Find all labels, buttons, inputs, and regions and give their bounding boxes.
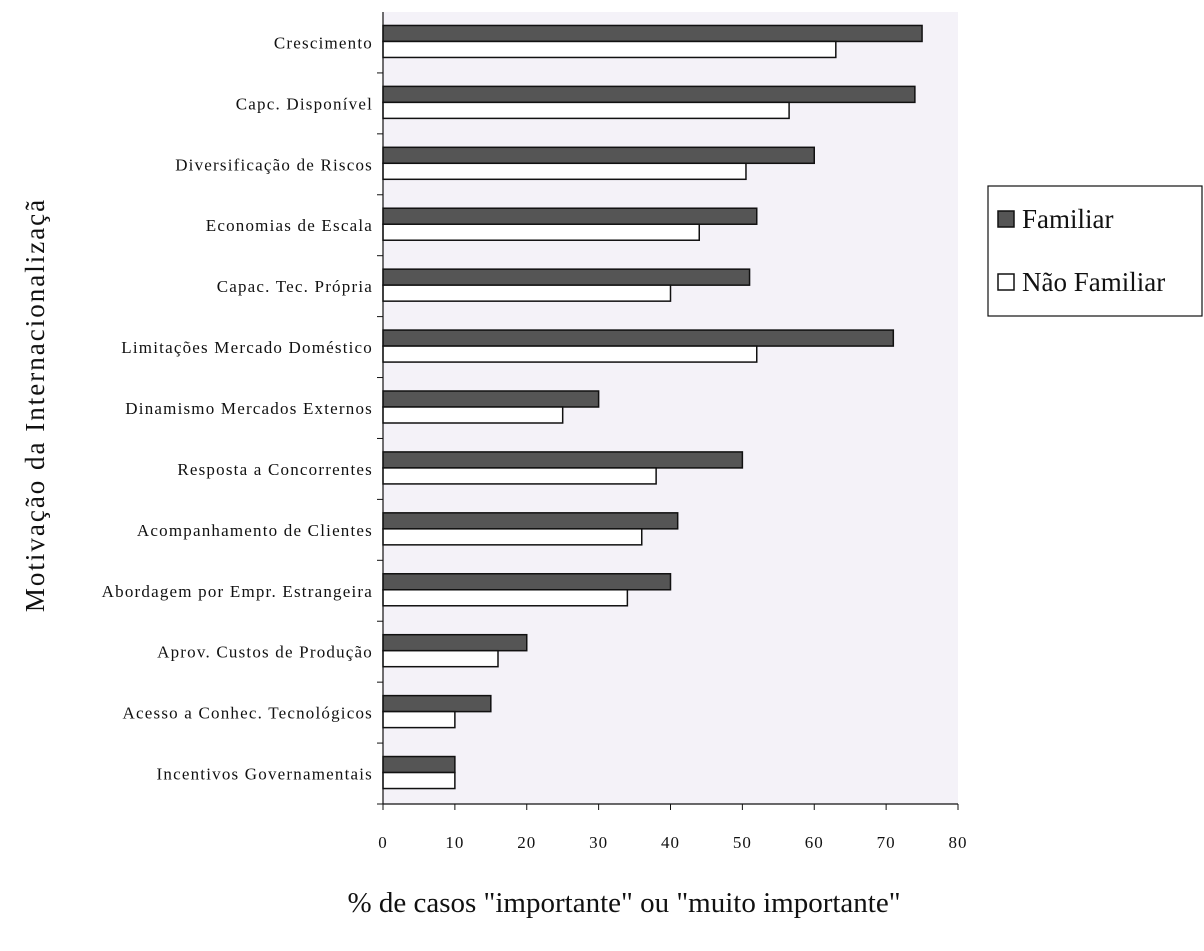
x-tick-label-80: 80 bbox=[949, 833, 968, 852]
bar-familiar-crescimento bbox=[382, 24, 923, 43]
category-label-dinamismo-mercados-externos: Dinamismo Mercados Externos bbox=[125, 399, 373, 418]
bar-familiar-acesso-a-conhec-tecnologicos bbox=[382, 694, 492, 713]
bar-familiar-acompanhamento-de-clientes bbox=[382, 512, 679, 530]
bar-familiar-economias-de-escala bbox=[382, 207, 758, 225]
x-tick-label-30: 30 bbox=[589, 833, 608, 852]
category-label-limitacoes-mercado-domestico: Limitações Mercado Doméstico bbox=[121, 338, 373, 357]
legend-label-nao-familiar: Não Familiar bbox=[1022, 267, 1165, 297]
category-label-aprov-custos-de-producao: Aprov. Custos de Produção bbox=[157, 643, 373, 662]
bar-nao-familiar-capc-disponivel bbox=[382, 101, 790, 120]
category-labels: Crescimento Capc. Disponível Diversificaçã… bbox=[102, 33, 373, 784]
bar-familiar-resposta-a-concorrentes bbox=[382, 451, 744, 469]
bar-nao-familiar-dinamismo-mercados-externos bbox=[382, 406, 564, 424]
bar-familiar-aprov-custos-de-producao bbox=[382, 633, 528, 652]
category-label-capac-tec-propria: Capac. Tec. Própria bbox=[217, 277, 373, 296]
category-label-acompanhamento-de-clientes: Acompanhamento de Clientes bbox=[137, 521, 373, 540]
x-tick-label-10: 10 bbox=[445, 833, 464, 852]
bar-nao-familiar-aprov-custos-de-producao bbox=[382, 649, 499, 668]
x-axis-title: % de casos "importante" ou "muito import… bbox=[347, 887, 900, 919]
legend: Familiar Não Familiar bbox=[987, 185, 1203, 317]
bar-nao-familiar-capac-tec-propria bbox=[382, 284, 672, 302]
bar-nao-familiar-limitacoes-mercado-domestico bbox=[382, 345, 758, 363]
bar-nao-familiar-acompanhamento-de-clientes bbox=[382, 528, 643, 546]
x-tick-label-40: 40 bbox=[661, 833, 680, 852]
category-label-acesso-a-conhec-tecnologicos: Acesso a Conhec. Tecnológicos bbox=[123, 704, 373, 723]
bar-nao-familiar-diversificacao-de-riscos bbox=[382, 162, 747, 181]
category-label-economias-de-escala: Economias de Escala bbox=[206, 216, 373, 235]
bar-familiar-dinamismo-mercados-externos bbox=[382, 390, 600, 408]
x-tick-labels: 0 10 20 30 40 50 60 70 80 bbox=[378, 833, 968, 852]
bar-nao-familiar-acesso-a-conhec-tecnologicos bbox=[382, 710, 456, 729]
legend-label-familiar: Familiar bbox=[1022, 204, 1113, 234]
category-label-incentivos-governamentais: Incentivos Governamentais bbox=[157, 765, 373, 784]
bar-nao-familiar-resposta-a-concorrentes bbox=[382, 467, 657, 485]
legend-box bbox=[987, 185, 1203, 317]
x-tick-label-70: 70 bbox=[877, 833, 896, 852]
category-label-diversificacao-de-riscos: Diversificação de Riscos bbox=[175, 155, 373, 174]
category-label-capc-disponivel: Capc. Disponível bbox=[236, 94, 373, 113]
bar-familiar-incentivos-governamentais bbox=[382, 755, 456, 774]
y-axis-title: Motivação da Internacionalizaçã bbox=[20, 198, 50, 612]
category-label-resposta-a-concorrentes: Resposta a Concorrentes bbox=[177, 460, 373, 479]
bar-familiar-capac-tec-propria bbox=[382, 268, 751, 286]
x-tick-label-60: 60 bbox=[805, 833, 824, 852]
bar-nao-familiar-incentivos-governamentais bbox=[382, 771, 456, 790]
bar-nao-familiar-abordagem-por-empr-estrangeira bbox=[382, 589, 629, 607]
bar-familiar-limitacoes-mercado-domestico bbox=[382, 329, 895, 347]
category-label-abordagem-por-empr-estrangeira: Abordagem por Empr. Estrangeira bbox=[102, 582, 373, 601]
legend-swatch-familiar bbox=[997, 210, 1015, 228]
category-label-crescimento: Crescimento bbox=[274, 33, 373, 52]
axes-layer bbox=[377, 12, 959, 810]
bar-nao-familiar-crescimento bbox=[382, 40, 837, 59]
legend-swatch-nao-familiar bbox=[997, 273, 1015, 291]
x-tick-label-0: 0 bbox=[378, 833, 388, 852]
bar-nao-familiar-economias-de-escala bbox=[382, 223, 700, 241]
bar-familiar-diversificacao-de-riscos bbox=[382, 146, 815, 165]
bar-familiar-capc-disponivel bbox=[382, 85, 916, 104]
x-tick-label-50: 50 bbox=[733, 833, 752, 852]
x-tick-label-20: 20 bbox=[517, 833, 536, 852]
bar-familiar-abordagem-por-empr-estrangeira bbox=[382, 573, 672, 591]
